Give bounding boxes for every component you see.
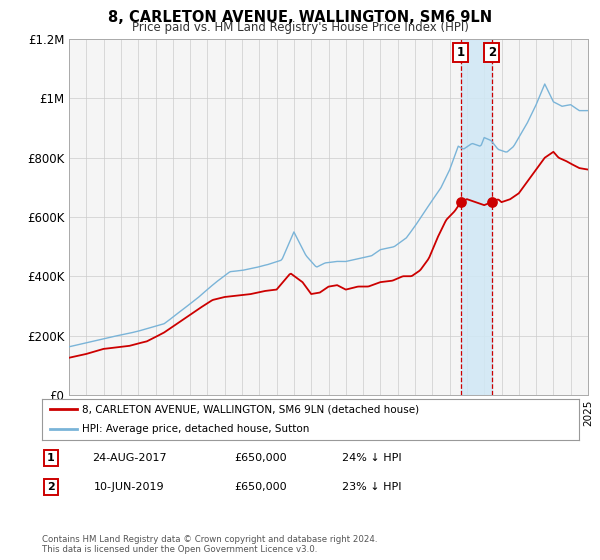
Text: 24% ↓ HPI: 24% ↓ HPI [342,453,402,463]
Text: 1: 1 [47,453,55,463]
Text: 23% ↓ HPI: 23% ↓ HPI [342,482,402,492]
Text: £650,000: £650,000 [235,482,287,492]
Text: 8, CARLETON AVENUE, WALLINGTON, SM6 9LN (detached house): 8, CARLETON AVENUE, WALLINGTON, SM6 9LN … [82,404,419,414]
Text: 8, CARLETON AVENUE, WALLINGTON, SM6 9LN: 8, CARLETON AVENUE, WALLINGTON, SM6 9LN [108,10,492,25]
Text: 2: 2 [488,46,496,59]
Point [487,198,497,207]
Text: Price paid vs. HM Land Registry's House Price Index (HPI): Price paid vs. HM Land Registry's House … [131,21,469,34]
Text: £650,000: £650,000 [235,453,287,463]
Point [456,198,466,207]
Text: 24-AUG-2017: 24-AUG-2017 [92,453,166,463]
Text: This data is licensed under the Open Government Licence v3.0.: This data is licensed under the Open Gov… [42,545,317,554]
Text: HPI: Average price, detached house, Sutton: HPI: Average price, detached house, Sutt… [82,424,310,435]
Text: 2: 2 [47,482,55,492]
Text: 10-JUN-2019: 10-JUN-2019 [94,482,164,492]
Text: Contains HM Land Registry data © Crown copyright and database right 2024.: Contains HM Land Registry data © Crown c… [42,535,377,544]
Bar [461,39,492,395]
Text: 1: 1 [457,46,465,59]
